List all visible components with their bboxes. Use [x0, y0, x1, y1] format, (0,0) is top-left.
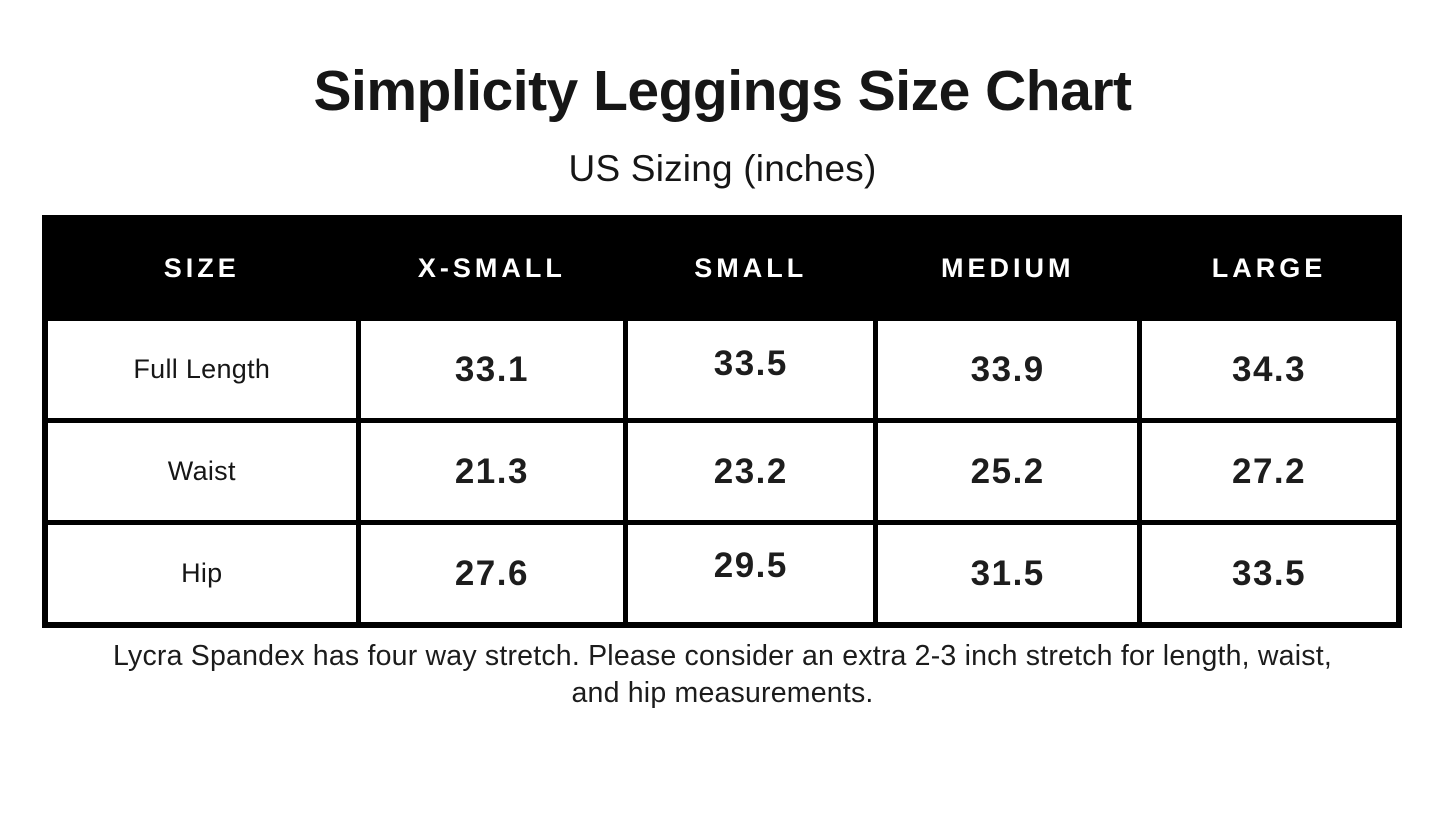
header-cell-small: SMALL	[625, 218, 877, 319]
row-label-hip: Hip	[48, 525, 356, 622]
footnote-line-2: and hip measurements.	[571, 677, 874, 709]
header-cell-x-small: X-SMALL	[357, 218, 627, 319]
value-cell-hip-medium: 31.5	[878, 525, 1138, 622]
header-cell-size: SIZE	[45, 218, 359, 319]
page-subtitle: US Sizing (inches)	[568, 148, 877, 189]
value-cell-hip-x-small: 27.6	[360, 525, 624, 622]
value-cell-full-length-small: 33.5	[628, 321, 874, 418]
footnote-line-1: Lycra Spandex has four way stretch. Plea…	[113, 640, 1332, 672]
value-cell-waist-large: 27.2	[1142, 423, 1396, 520]
value-cell-hip-small: 29.5	[628, 525, 874, 622]
value-cell-waist-x-small: 21.3	[360, 423, 624, 520]
value-cell-full-length-large: 34.3	[1142, 321, 1396, 418]
value-cell-full-length-x-small: 33.1	[360, 321, 624, 418]
size-table: SIZE X-SMALL SMALL MEDIUM LARGE Full Length 33…	[42, 215, 1402, 628]
footnote: Lycra Spandex has four way stretch. Plea…	[0, 638, 1445, 712]
value-cell-hip-large: 33.5	[1142, 525, 1396, 622]
page-title: Simplicity Leggings Size Chart	[313, 59, 1133, 123]
header-cell-large: LARGE	[1139, 218, 1399, 319]
value-cell-waist-small: 23.2	[628, 423, 874, 520]
row-label-full-length: Full Length	[48, 321, 356, 418]
value-cell-waist-medium: 25.2	[878, 423, 1138, 520]
value-cell-full-length-medium: 33.9	[878, 321, 1138, 418]
header-cell-medium: MEDIUM	[875, 218, 1141, 319]
row-label-waist: Waist	[48, 423, 356, 520]
